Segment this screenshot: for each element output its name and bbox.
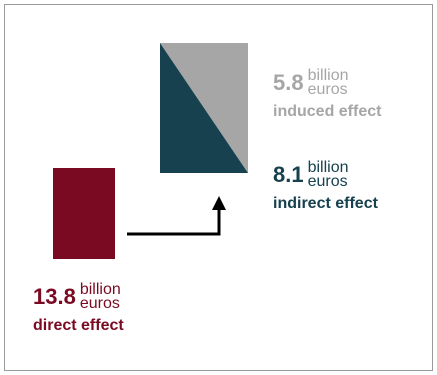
direct-unit: billion euros: [79, 281, 121, 312]
indirect-amount: 8.1 billion euros: [273, 159, 378, 190]
indirect-value: 8.1: [273, 162, 304, 187]
indirect-unit-line1: billion: [307, 159, 349, 176]
indirect-unit: billion euros: [307, 159, 349, 190]
direct-caption: direct effect: [33, 317, 124, 334]
direct-value: 13.8: [33, 284, 76, 309]
direct-unit-line1: billion: [79, 281, 121, 298]
induced-unit: billion euros: [307, 67, 349, 98]
direct-amount: 13.8 billion euros: [33, 281, 124, 312]
induced-unit-line2: euros: [307, 81, 348, 98]
indirect-unit-line2: euros: [307, 173, 348, 190]
induced-unit-line1: billion: [307, 67, 349, 84]
direct-label: 13.8 billion euros direct effect: [33, 281, 124, 335]
indirect-effect-block: [160, 43, 248, 173]
induced-label: 5.8 billion euros induced effect: [273, 67, 382, 121]
indirect-caption: indirect effect: [273, 195, 378, 212]
direct-unit-line2: euros: [79, 295, 120, 312]
induced-caption: induced effect: [273, 103, 382, 120]
induced-value: 5.8: [273, 70, 304, 95]
indirect-label: 8.1 billion euros indirect effect: [273, 159, 378, 213]
flow-arrow: [127, 208, 221, 236]
direct-effect-block: [53, 168, 115, 259]
arrow-head: [212, 196, 226, 210]
induced-amount: 5.8 billion euros: [273, 67, 381, 98]
